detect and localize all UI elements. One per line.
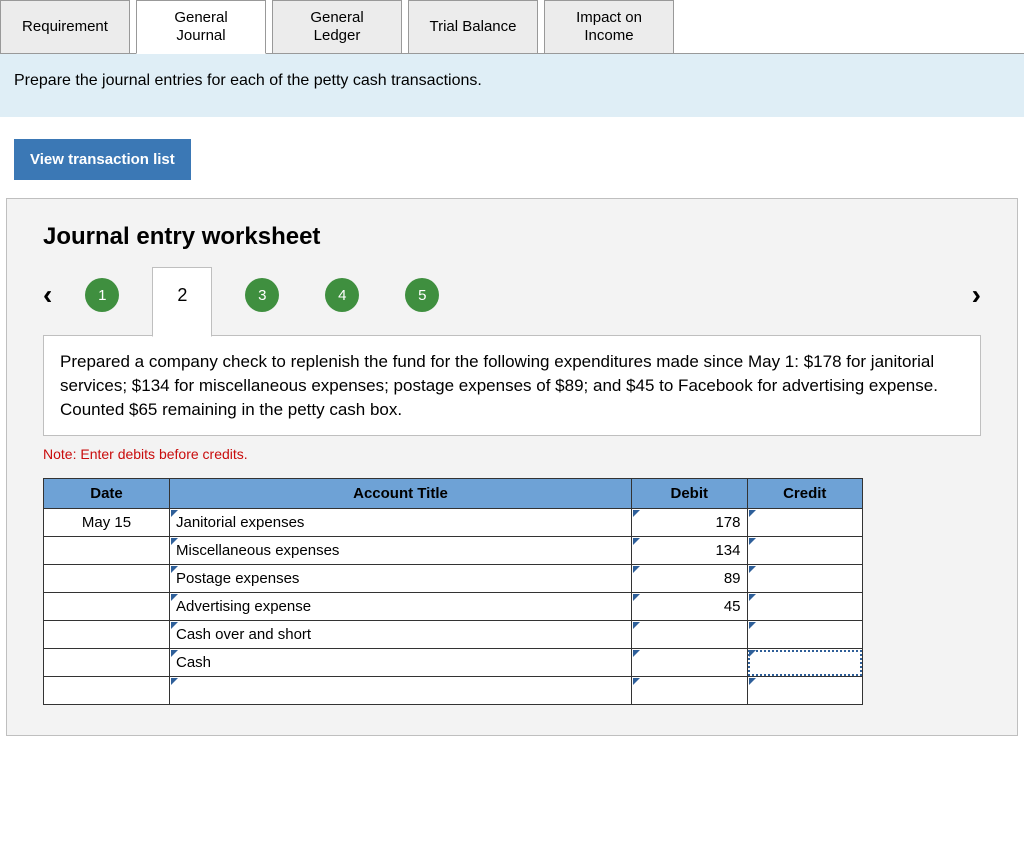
cell-debit-value: 45: [724, 598, 741, 615]
view-transaction-list-button[interactable]: View transaction list: [14, 139, 191, 180]
journal-entry-worksheet: Journal entry worksheet ‹ 1 2 3 4 5 › Pr…: [6, 198, 1018, 736]
col-credit: Credit: [747, 479, 863, 509]
cell-account-title[interactable]: Cash: [170, 649, 632, 677]
cell-credit[interactable]: [747, 537, 863, 565]
cell-debit[interactable]: [632, 677, 748, 705]
table-row: Advertising expense 45: [44, 593, 863, 621]
cell-credit[interactable]: [747, 649, 863, 677]
cell-debit[interactable]: 45: [632, 593, 748, 621]
tab-trial-balance[interactable]: Trial Balance: [408, 0, 538, 54]
cell-account-label: Miscellaneous expenses: [176, 542, 339, 559]
cell-account-title[interactable]: Miscellaneous expenses: [170, 537, 632, 565]
cell-account-label: Cash: [176, 654, 211, 671]
cell-debit[interactable]: 89: [632, 565, 748, 593]
top-tabs: Requirement General Journal General Ledg…: [0, 0, 1024, 54]
cell-debit[interactable]: 178: [632, 509, 748, 537]
col-account: Account Title: [170, 479, 632, 509]
cell-date[interactable]: [44, 649, 170, 677]
col-debit: Debit: [632, 479, 748, 509]
step-5-tab[interactable]: 5: [392, 269, 452, 321]
table-row: [44, 677, 863, 705]
cell-account-label: Cash over and short: [176, 626, 311, 643]
cell-account-label: Postage expenses: [176, 570, 299, 587]
cell-date[interactable]: [44, 621, 170, 649]
table-row: Cash: [44, 649, 863, 677]
table-row: Cash over and short: [44, 621, 863, 649]
cell-debit-value: 178: [715, 514, 740, 531]
step-4-tab[interactable]: 4: [312, 269, 372, 321]
cell-credit[interactable]: [747, 565, 863, 593]
cell-date[interactable]: [44, 593, 170, 621]
table-row: Miscellaneous expenses 134: [44, 537, 863, 565]
worksheet-title: Journal entry worksheet: [43, 223, 981, 251]
cell-debit-value: 89: [724, 570, 741, 587]
instruction-band: Prepare the journal entries for each of …: [0, 54, 1024, 117]
cell-account-title[interactable]: Advertising expense: [170, 593, 632, 621]
view-button-wrap: View transaction list: [0, 117, 1024, 198]
cell-account-title[interactable]: Cash over and short: [170, 621, 632, 649]
tab-general-ledger[interactable]: General Ledger: [272, 0, 402, 54]
tab-impact-on-income[interactable]: Impact on Income: [544, 0, 674, 54]
table-header-row: Date Account Title Debit Credit: [44, 479, 863, 509]
cell-account-title[interactable]: [170, 677, 632, 705]
cell-date[interactable]: May 15: [44, 509, 170, 537]
journal-entry-table: Date Account Title Debit Credit May 15 Ja…: [43, 478, 863, 705]
step-5[interactable]: 5: [405, 278, 439, 312]
step-3-tab[interactable]: 3: [232, 269, 292, 321]
cell-debit[interactable]: [632, 621, 748, 649]
step-3[interactable]: 3: [245, 278, 279, 312]
note-text: Note: Enter debits before credits.: [43, 446, 981, 462]
cell-date[interactable]: [44, 677, 170, 705]
cell-account-label: Advertising expense: [176, 598, 311, 615]
cell-account-title[interactable]: Janitorial expenses: [170, 509, 632, 537]
step-1-tab[interactable]: 1: [72, 269, 132, 321]
chevron-left-icon[interactable]: ‹: [43, 281, 52, 309]
tab-general-journal[interactable]: General Journal: [136, 0, 266, 54]
cell-credit[interactable]: [747, 621, 863, 649]
cell-date[interactable]: [44, 537, 170, 565]
cell-account-label: Janitorial expenses: [176, 514, 304, 531]
cell-debit[interactable]: [632, 649, 748, 677]
cell-debit-value: 134: [715, 542, 740, 559]
cell-credit[interactable]: [747, 509, 863, 537]
cell-date[interactable]: [44, 565, 170, 593]
table-row: Postage expenses 89: [44, 565, 863, 593]
step-4[interactable]: 4: [325, 278, 359, 312]
cell-credit[interactable]: [747, 677, 863, 705]
cell-account-title[interactable]: Postage expenses: [170, 565, 632, 593]
instruction-text: Prepare the journal entries for each of …: [14, 72, 482, 89]
col-date: Date: [44, 479, 170, 509]
transaction-description: Prepared a company check to replenish th…: [43, 335, 981, 436]
step-1[interactable]: 1: [85, 278, 119, 312]
step-2-tab[interactable]: 2: [152, 269, 212, 321]
cell-credit[interactable]: [747, 593, 863, 621]
table-row: May 15 Janitorial expenses 178: [44, 509, 863, 537]
cell-debit[interactable]: 134: [632, 537, 748, 565]
chevron-right-icon[interactable]: ›: [972, 281, 981, 309]
tab-requirement[interactable]: Requirement: [0, 0, 130, 54]
step-pager: ‹ 1 2 3 4 5 ›: [43, 269, 981, 321]
step-2[interactable]: 2: [177, 285, 187, 306]
